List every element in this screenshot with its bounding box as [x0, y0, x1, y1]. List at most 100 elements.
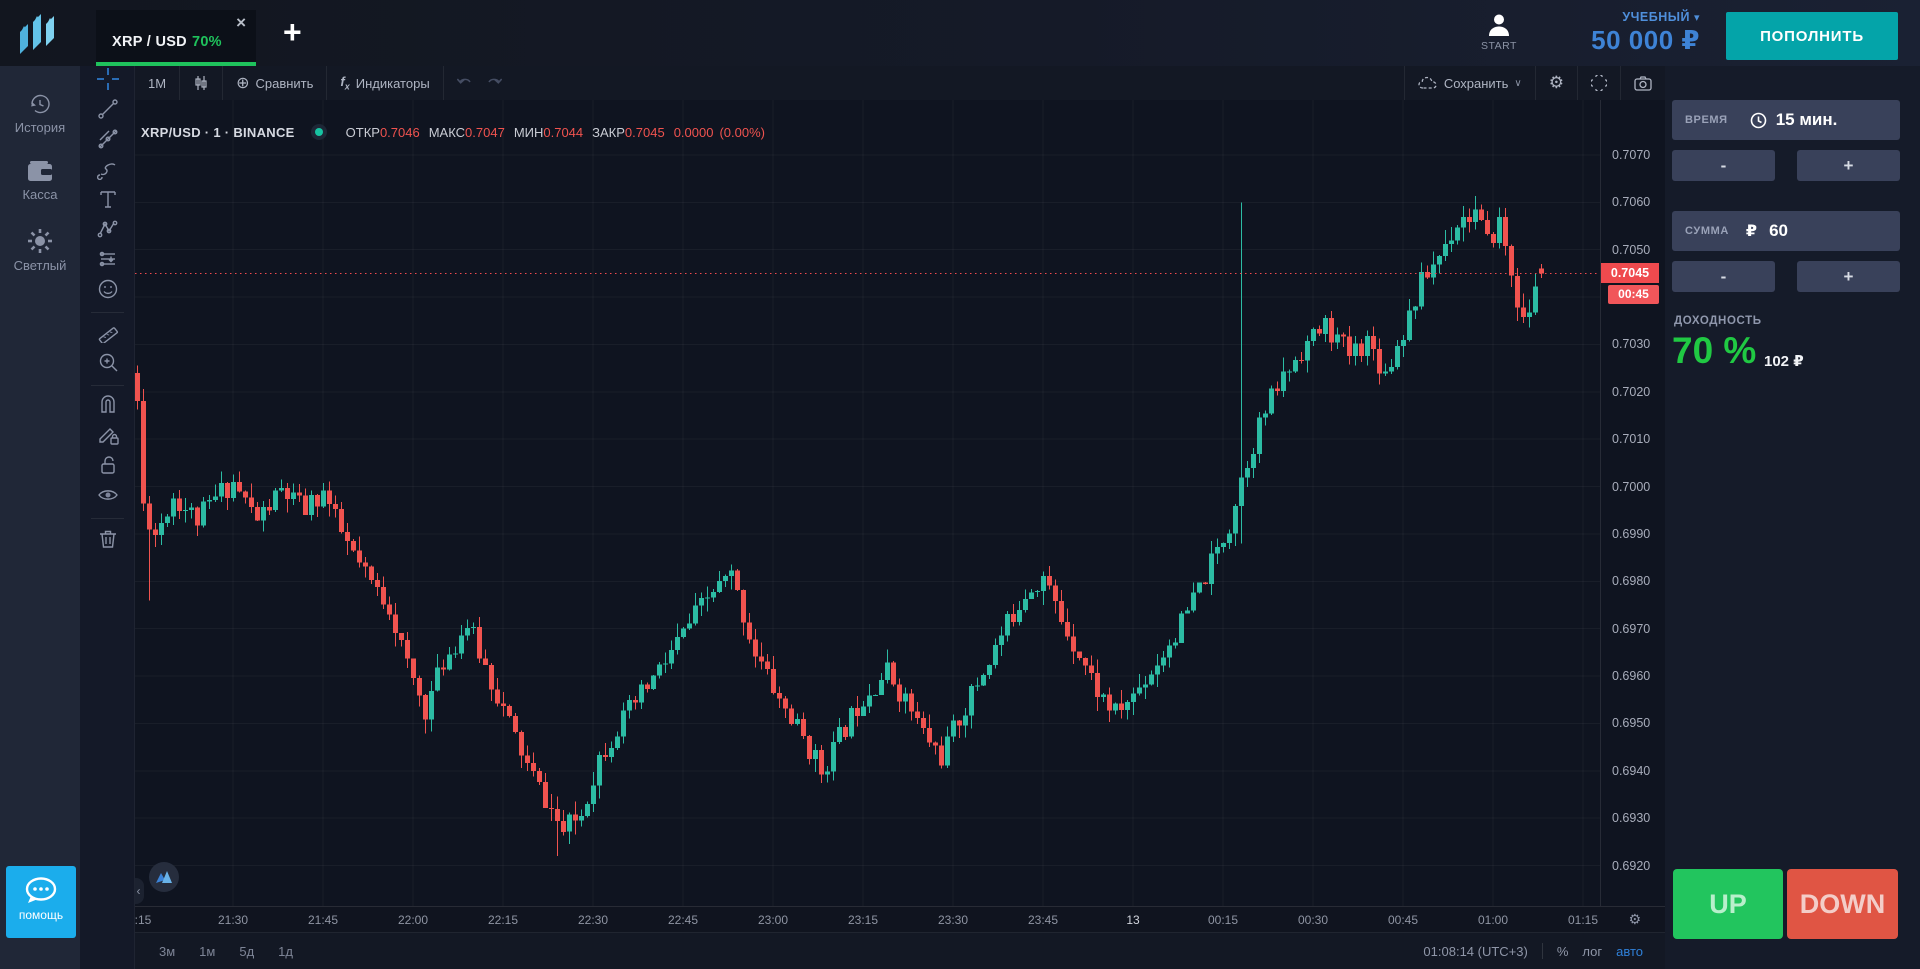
candlestick-chart: [135, 100, 1600, 906]
legend-open-label: ОТКР: [345, 124, 380, 140]
tool-forecast[interactable]: [80, 246, 135, 276]
range-button-3м[interactable]: 3м: [159, 943, 176, 959]
up-button[interactable]: UP: [1673, 869, 1783, 939]
time-tick: 13: [1126, 913, 1140, 927]
price-tick: 0.6950: [1612, 716, 1651, 731]
tool-magnet[interactable]: [80, 392, 135, 422]
range-button-1м[interactable]: 1м: [199, 943, 216, 959]
toolbar-divider: [90, 385, 124, 386]
amount-field[interactable]: СУММА ₽ 60: [1672, 211, 1900, 251]
mountains-icon: [156, 871, 172, 883]
sidebar-item-история[interactable]: История: [0, 92, 80, 135]
cloud-icon: [1418, 76, 1437, 89]
tool-trend-line[interactable]: [80, 96, 135, 126]
chart-provider-logo[interactable]: [149, 862, 179, 892]
tab-close-icon[interactable]: ×: [236, 13, 246, 32]
toolbar-divider: [90, 518, 124, 519]
indicators-button[interactable]: fx Индикаторы: [340, 74, 430, 92]
redo-button[interactable]: [486, 66, 515, 100]
tool-emoji[interactable]: [80, 276, 135, 306]
legend-change-value: 0.0000: [673, 124, 714, 140]
screenshot-button[interactable]: [1621, 66, 1665, 100]
legend-open-value: 0.7046: [379, 124, 420, 140]
time-decrease-button[interactable]: -: [1672, 150, 1775, 181]
tool-text[interactable]: [80, 186, 135, 216]
range-button-1д[interactable]: 1д: [278, 943, 293, 959]
compare-plus-icon: ⊕: [236, 75, 250, 92]
time-tick: 21:30: [217, 913, 249, 927]
time-tick: 00:15: [1207, 913, 1239, 927]
amount-increase-button[interactable]: +: [1797, 261, 1900, 292]
amount-decrease-button[interactable]: -: [1672, 261, 1775, 292]
price-tick: 0.7000: [1612, 479, 1651, 494]
chart-style-button[interactable]: [180, 66, 222, 100]
sidebar-item-светлый[interactable]: Светлый: [0, 228, 80, 273]
tool-lock-all[interactable]: [80, 452, 135, 482]
auto-scale-button[interactable]: авто: [1616, 943, 1643, 959]
down-button[interactable]: DOWN: [1787, 869, 1898, 939]
payout-percent: 70 %: [1672, 330, 1757, 371]
tool-pattern[interactable]: [80, 216, 135, 246]
drawing-toolbar: [80, 66, 135, 969]
trade-panel: ВРЕМЯ 15 мин. - + СУММА ₽ 60 - + ДОХОДНО…: [1665, 66, 1920, 969]
chat-bubble-icon: [25, 877, 57, 903]
account-type-dropdown[interactable]: УЧЕБНЫЙ ▾: [1622, 10, 1700, 24]
tool-crosshair[interactable]: [80, 66, 135, 96]
time-tick: 23:00: [757, 913, 789, 927]
brand-logo-icon[interactable]: [16, 10, 60, 56]
add-tab-button[interactable]: +: [283, 14, 302, 50]
chart-area[interactable]: XRP/USD · 1 · BINANCE ОТКР 0.7046 МАКС 0.7…: [135, 100, 1600, 906]
deposit-button[interactable]: ПОПОЛНИТЬ: [1726, 12, 1898, 60]
balance-value: 50 000 ₽: [1591, 25, 1700, 55]
legend-close-label: ЗАКР: [592, 124, 625, 140]
chart-toolbar: 1M ⊕ Сравнить fx Индикаторы: [135, 66, 1665, 100]
account-menu[interactable]: START: [1476, 12, 1522, 52]
candlestick-icon: [195, 76, 207, 90]
price-axis[interactable]: 0.70700.70600.70500.70400.70300.70200.70…: [1600, 100, 1665, 906]
time-axis[interactable]: :15 21:30 21:45 22:00 22:15 22:30 22:45 23:00 23…: [135, 906, 1665, 932]
balance-block[interactable]: УЧЕБНЫЙ ▾ 50 000 ₽: [1591, 10, 1700, 56]
price-tick: 0.7060: [1612, 195, 1651, 210]
undo-button[interactable]: [444, 66, 486, 100]
legend-high-label: МАКС: [428, 124, 466, 140]
lock-all-icon: [97, 454, 119, 481]
price-tick: 0.7010: [1612, 432, 1651, 447]
percent-scale-button[interactable]: %: [1556, 943, 1569, 959]
asset-tab[interactable]: XRP / USD 70% ×: [96, 10, 256, 66]
log-scale-button[interactable]: лог: [1582, 943, 1603, 959]
collapse-panel-handle[interactable]: ‹: [135, 878, 144, 904]
chart-settings-button[interactable]: ⚙: [1536, 66, 1577, 100]
range-button-5д[interactable]: 5д: [239, 943, 255, 959]
time-tick: 23:30: [937, 913, 969, 927]
help-button[interactable]: помощь: [6, 866, 76, 938]
save-layout-button[interactable]: Сохранить ∨: [1405, 66, 1535, 100]
fullscreen-button[interactable]: [1578, 66, 1620, 100]
help-label: помощь: [18, 908, 64, 922]
legend-symbol[interactable]: XRP/USD · 1 · BINANCE: [141, 124, 295, 140]
time-increase-button[interactable]: +: [1797, 150, 1900, 181]
time-tick: :15: [134, 913, 152, 927]
crosshair-icon: [96, 67, 119, 95]
tool-gann-fib[interactable]: [80, 126, 135, 156]
price-tick: 0.7050: [1612, 242, 1651, 257]
tool-hide-all[interactable]: [80, 482, 135, 512]
tool-drawing-lock[interactable]: [80, 422, 135, 452]
tool-brush[interactable]: [80, 156, 135, 186]
interval-button[interactable]: 1M: [148, 75, 167, 91]
price-tick: 0.7030: [1612, 337, 1651, 352]
time-tick: 01:15: [1567, 913, 1599, 927]
time-field[interactable]: ВРЕМЯ 15 мин.: [1672, 100, 1900, 140]
chevron-down-icon: ∨: [1514, 77, 1522, 89]
undo-icon: [456, 78, 471, 84]
sidebar-item-касса[interactable]: Касса: [0, 161, 80, 202]
clock[interactable]: 01:08:14 (UTC+3): [1423, 943, 1528, 959]
ruler-icon: [97, 321, 119, 348]
tool-ruler[interactable]: [80, 319, 135, 349]
tool-zoom-in[interactable]: [80, 349, 135, 379]
axis-settings-gear-icon[interactable]: ⚙: [1628, 911, 1641, 927]
pattern-icon: [97, 218, 119, 245]
fx-icon: fx: [340, 74, 350, 92]
tool-remove-all[interactable]: [80, 525, 135, 555]
asset-tab-payout: 70%: [191, 34, 222, 50]
compare-button[interactable]: ⊕ Сравнить: [236, 75, 314, 92]
